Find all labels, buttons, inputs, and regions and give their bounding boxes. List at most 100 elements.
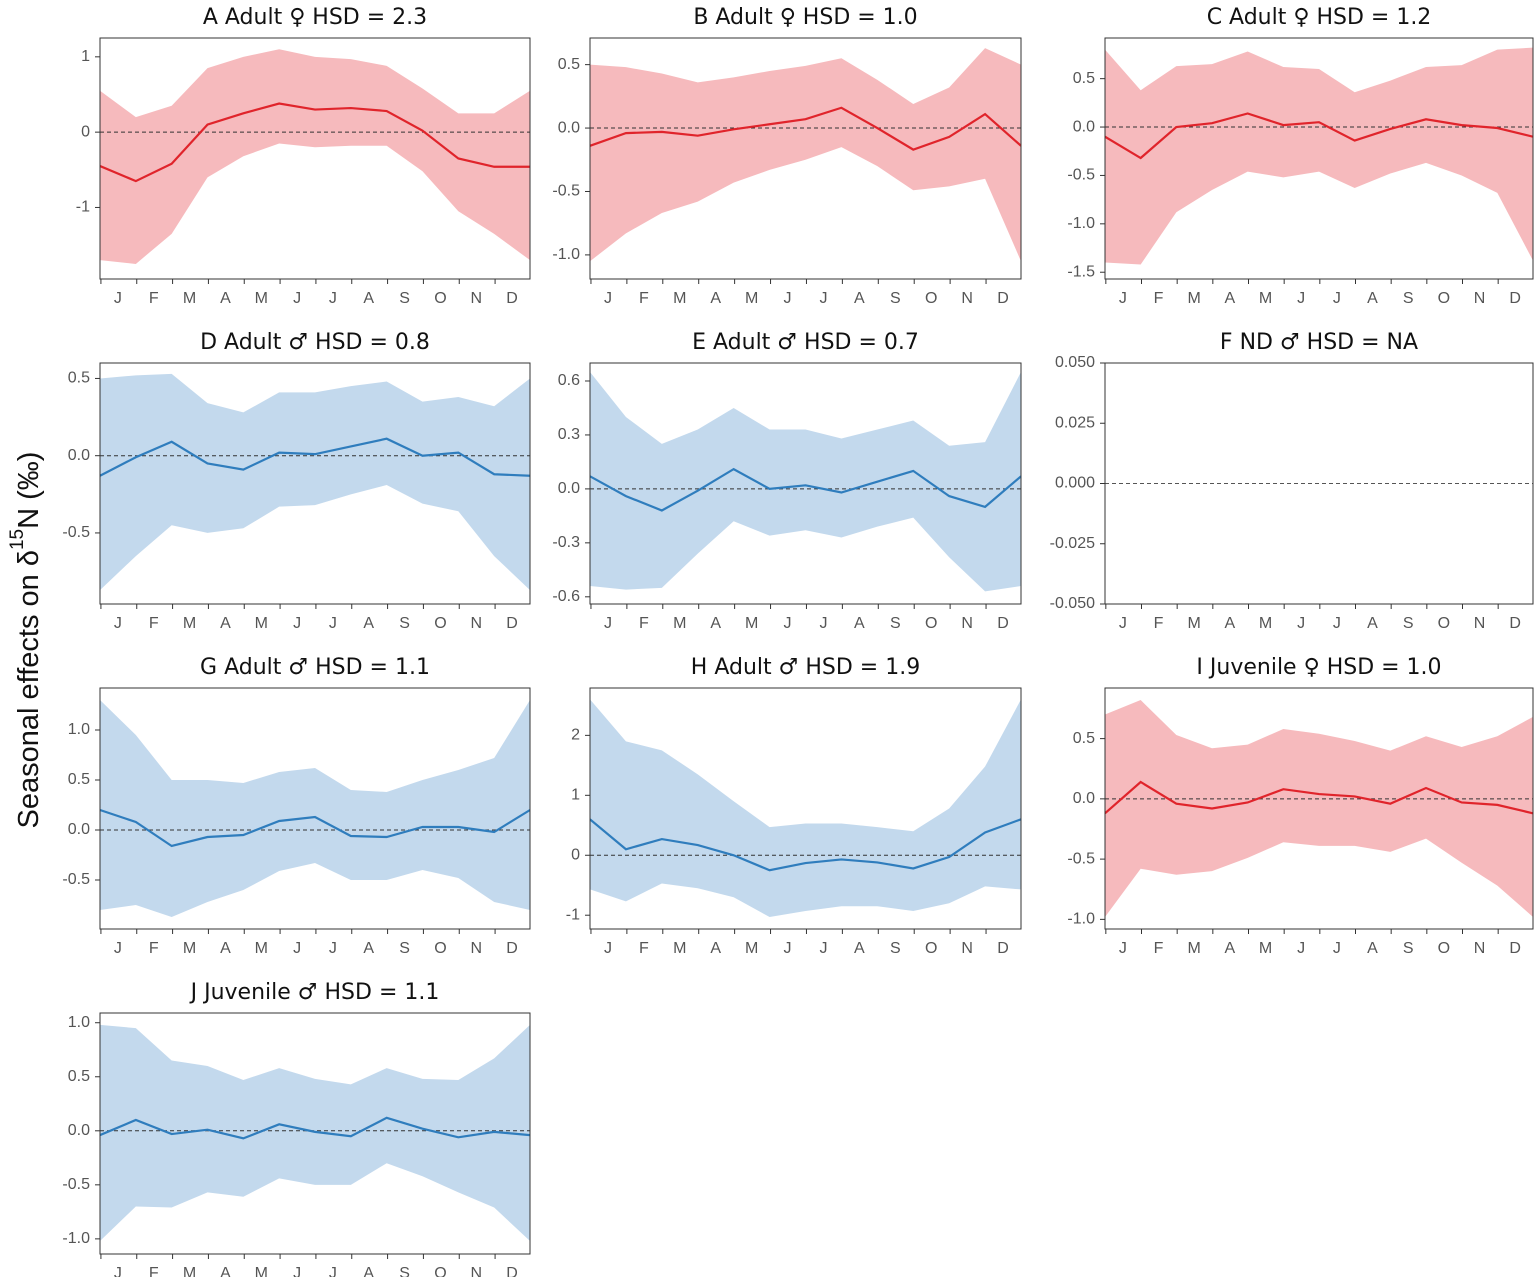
y-tick-label: 0.0 [68,1122,90,1139]
x-tick-label: F [149,615,159,632]
x-tick-label: A [220,940,231,957]
y-tick-label: 0.0 [558,480,580,497]
panel-title: B Adult ♀ HSD = 1.0 [693,5,917,30]
panel-title: C Adult ♀ HSD = 1.2 [1207,5,1432,30]
x-tick-label: N [470,940,482,957]
plot-frame [99,37,531,280]
y-tick-label: 0.5 [68,771,90,788]
x-tick-label: A [710,940,721,957]
x-tick-label: M [255,290,268,307]
y-tick-label: 0.5 [68,370,90,387]
y-tick-label: -0.5 [1067,167,1095,184]
line [1105,780,1533,815]
plot-area [100,1024,530,1242]
x-tick-label: A [854,615,865,632]
x-tick-label: A [363,290,374,307]
plot-area [590,48,1021,262]
plot-frame [99,1012,531,1255]
x-tick-label: F [1154,940,1164,957]
x-tick-label: D [997,615,1009,632]
x-tick-label: M [673,940,686,957]
x-tick-label: O [925,290,937,307]
plot-area [1105,700,1533,917]
x-tick-label: D [997,290,1009,307]
x-tick-label: A [363,1265,374,1277]
confidence-band [590,48,1021,262]
x-tick-label: A [1224,615,1235,632]
x-tick-label: J [784,290,792,307]
y-tick-label: 0.6 [558,372,580,389]
x-tick-label: N [961,615,973,632]
x-tick-label: J [1333,290,1341,307]
panel: I Juvenile ♀ HSD = 1.0 -1.0 -0.5 0.0 0.5 J F M A… [1067,655,1534,957]
x-tick-label: J [114,290,122,307]
plot-area [100,373,530,591]
x-tick-label: M [1188,615,1201,632]
x-tick-label: J [784,615,792,632]
panel: G Adult ♂ HSD = 1.1 -0.5 0.0 0.5 1.0 J F M A M J J A… [62,655,531,957]
x-tick-label: O [925,940,937,957]
x-tick-label: S [890,940,901,957]
x-tick-label: M [183,615,196,632]
y-tick-label: -1.0 [1067,215,1095,232]
x-tick-label: F [1154,290,1164,307]
x-tick-label: D [1509,615,1521,632]
x-tick-label: J [114,1265,122,1277]
x-tick-label: N [961,290,973,307]
y-tick-label: -0.6 [552,588,580,605]
plot-area [590,371,1021,592]
y-label-part: N (‰) [13,452,45,529]
plot-frame [1104,37,1534,280]
y-tick-label: -0.050 [1050,595,1095,612]
y-tick-label: 1.0 [68,1014,90,1031]
panel: B Adult ♀ HSD = 1.0 -1.0 -0.5 0.0 0.5 J F M A M J J… [552,5,1022,307]
x-tick-label: D [1509,290,1521,307]
x-tick-label: M [183,940,196,957]
y-label-sup: 15 [7,529,28,550]
plot-area [590,699,1021,918]
x-tick-label: O [434,615,446,632]
x-tick-label: M [183,1265,196,1277]
x-tick-label: S [890,290,901,307]
x-tick-label: F [1154,615,1164,632]
x-tick-label: S [1403,615,1414,632]
x-tick-label: O [1438,940,1450,957]
panel-title: E Adult ♂ HSD = 0.7 [692,330,919,355]
y-tick-label: 0 [81,123,90,140]
confidence-band [100,373,530,591]
x-tick-label: D [506,615,518,632]
x-tick-label: J [1333,940,1341,957]
x-tick-label: J [293,615,301,632]
x-tick-label: M [1259,940,1272,957]
x-tick-label: S [1403,940,1414,957]
y-tick-label: -1 [566,906,580,923]
x-tick-label: M [1259,615,1272,632]
x-tick-label: J [293,1265,301,1277]
x-tick-label: A [220,290,231,307]
x-tick-label: A [1367,615,1378,632]
x-tick-label: J [1119,940,1127,957]
x-tick-label: J [114,615,122,632]
plot-area [100,49,530,264]
y-tick-label: 0.050 [1055,354,1095,371]
confidence-band [590,699,1021,918]
x-tick-label: O [434,290,446,307]
panel: C Adult ♀ HSD = 1.2 -1.5 -1.0 -0.5 0.0 0.5 J F M… [1067,5,1534,307]
x-tick-label: J [784,940,792,957]
x-tick-label: M [255,1265,268,1277]
y-tick-label: -0.5 [62,871,90,888]
y-tick-label: 0 [571,846,580,863]
x-tick-label: D [506,1265,518,1277]
y-tick-label: 0.0 [68,821,90,838]
y-tick-label: -0.3 [552,534,580,551]
x-tick-label: J [1119,290,1127,307]
plot-frame [589,687,1022,930]
panel-title: F ND ♂ HSD = NA [1220,330,1418,355]
x-tick-label: A [1367,290,1378,307]
line [100,808,530,848]
x-tick-label: J [329,290,337,307]
x-tick-label: J [819,940,827,957]
y-tick-label: -1.0 [552,246,580,263]
x-tick-label: J [293,940,301,957]
y-tick-label: -0.5 [1067,850,1095,867]
